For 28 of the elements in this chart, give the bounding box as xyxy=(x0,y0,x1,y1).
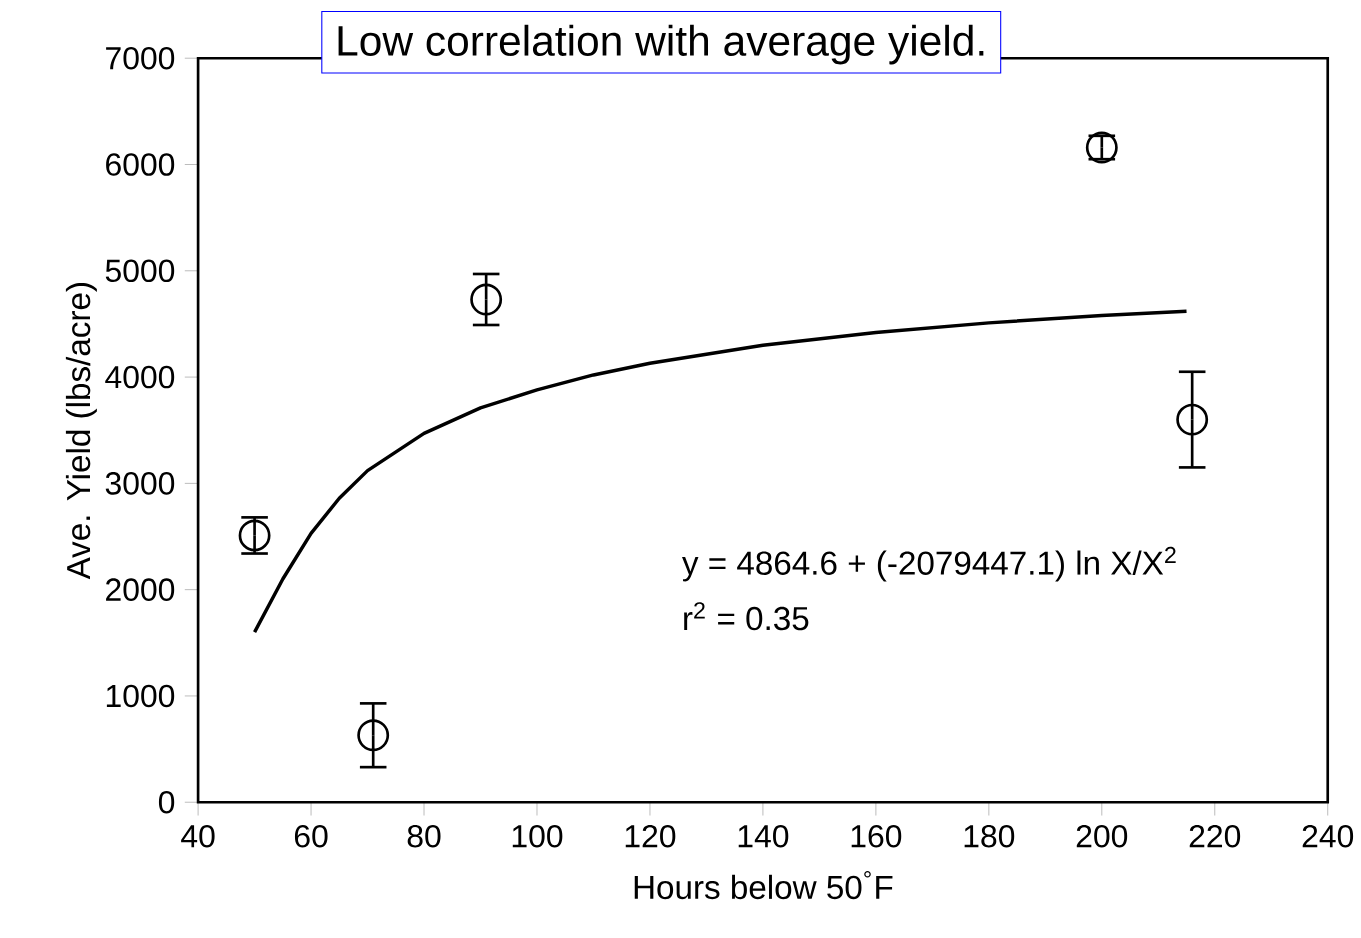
y-tick-label: 4000 xyxy=(105,365,175,389)
x-tick-label: 60 xyxy=(294,824,328,848)
annotation: r$^{2}$ = 0.35 xyxy=(684,601,809,631)
y-tick-label: 3000 xyxy=(105,471,175,495)
x-tick-label: 100 xyxy=(512,824,563,848)
x-tick-label: 180 xyxy=(964,824,1015,848)
annotation: y = 4864.6 + (-2079447.1) ln X/X$^{2}$ xyxy=(682,546,1176,582)
point xyxy=(357,719,390,752)
y-tick-label: 1000 xyxy=(106,684,175,708)
x-tick-label: 140 xyxy=(738,824,789,848)
x-tick-label: 80 xyxy=(407,824,441,848)
y-tick-label: 2000 xyxy=(106,578,175,601)
y-axis-title: Ave. Yield (lbs/acre) xyxy=(65,282,97,580)
x-tick-label: 220 xyxy=(1189,824,1241,848)
y-tick-label: 5000 xyxy=(105,259,175,282)
x-tick-label: 240 xyxy=(1302,824,1354,848)
x-tick-label: 40 xyxy=(181,824,215,848)
x-axis-title: Hours below 50$^{°}$F xyxy=(634,870,893,900)
y-tick-label: 7000 xyxy=(106,46,175,70)
x-tick-label: 120 xyxy=(625,824,676,848)
line-series xyxy=(252,309,1189,634)
y-tick-label: 0 xyxy=(158,790,175,814)
x-tick-label: 200 xyxy=(1076,824,1128,848)
point xyxy=(1176,403,1209,436)
y-tick-label: 6000 xyxy=(106,153,175,176)
x-tick-label: 160 xyxy=(851,824,902,848)
chart-title: Low correlation with average yield. xyxy=(338,24,984,65)
point xyxy=(470,283,503,316)
